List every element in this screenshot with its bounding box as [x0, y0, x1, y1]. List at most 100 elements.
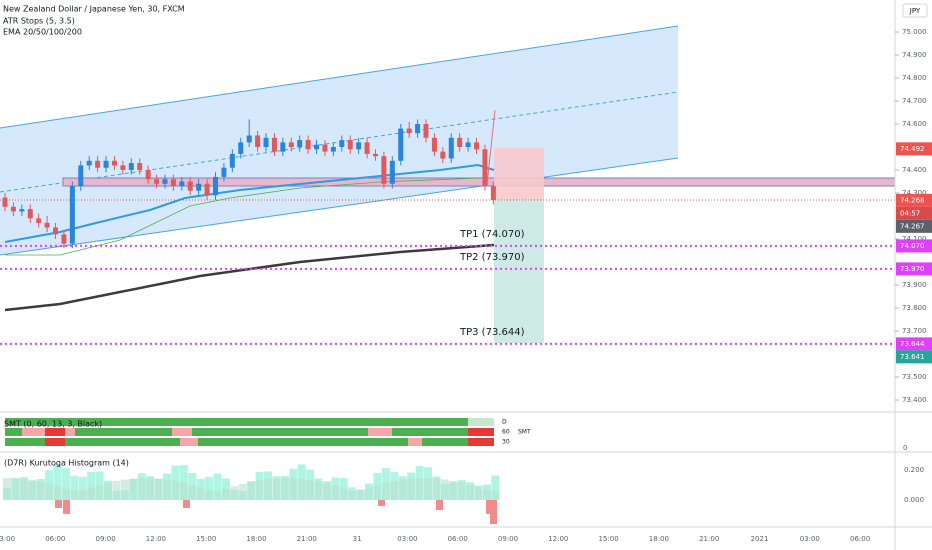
- hist-bar: [457, 482, 466, 500]
- hist-bar: [19, 478, 28, 500]
- y-tick-label: 74.300: [902, 189, 927, 197]
- hist-bar: [449, 480, 458, 500]
- x-tick-label: 15:00: [599, 535, 619, 543]
- candle-body: [246, 135, 252, 143]
- hist-bar: [306, 480, 315, 500]
- currency-box[interactable]: [902, 3, 928, 18]
- candle-body: [196, 183, 202, 191]
- hist-bar: [179, 482, 188, 500]
- candle-body: [120, 165, 126, 170]
- candle-body: [238, 142, 244, 154]
- candle-body: [356, 142, 362, 150]
- hist-bar: [87, 487, 96, 500]
- price-tag: [896, 206, 932, 220]
- candle-body: [36, 218, 42, 223]
- currency[interactable]: JPY: [909, 7, 921, 15]
- hist-bar: [28, 480, 37, 500]
- candle-body: [271, 137, 277, 152]
- hist-bar: [482, 489, 491, 500]
- x-tick-label: 21:00: [699, 535, 719, 543]
- candle-body: [229, 153, 235, 168]
- candle-body: [330, 147, 336, 152]
- price-tag-label: 04:57: [900, 209, 920, 217]
- y-tick-label: 74.700: [902, 97, 927, 105]
- price-tag-label: 74.267: [900, 222, 925, 230]
- smt-segment: [180, 438, 198, 446]
- candle-body: [44, 222, 50, 228]
- candle-body: [2, 197, 8, 207]
- y-tick-label: 73.900: [902, 281, 927, 289]
- hist-bar: [213, 491, 222, 500]
- smt-segment: [65, 428, 75, 436]
- target-label: TP3 (73.644): [459, 327, 525, 338]
- hist-bar: [289, 478, 298, 500]
- x-tick-label: 06:00: [850, 535, 870, 543]
- hist-bar-neg: [436, 500, 443, 510]
- projection: [486, 109, 496, 186]
- price-tag: [896, 142, 932, 156]
- candle-body: [423, 124, 429, 138]
- hist-bar: [314, 481, 323, 500]
- candle-body: [69, 186, 75, 244]
- smt-segment: [392, 428, 468, 436]
- y-tick-label: 73.400: [902, 396, 927, 404]
- smt-segment: [422, 438, 468, 446]
- smt-segment: [5, 418, 468, 426]
- hist-bar: [432, 478, 441, 500]
- hist-bar: [415, 478, 424, 500]
- target-zone: [494, 200, 544, 343]
- hist-bar: [280, 478, 289, 500]
- y-tick-label: 73.800: [902, 304, 927, 312]
- candle-body: [10, 206, 16, 212]
- y-tick-label: 75.000: [902, 28, 927, 36]
- hist-bar: [466, 484, 475, 500]
- hist-bar: [179, 465, 188, 500]
- price-tag-label: 74.492: [900, 145, 925, 153]
- y-tick-label: 73.700: [902, 327, 927, 335]
- hist-bar: [45, 483, 54, 500]
- hist-bar: [137, 478, 146, 500]
- hist-bar: [129, 478, 138, 500]
- price-tag: [896, 239, 932, 253]
- hist-bar-neg: [183, 500, 190, 508]
- channel-mid: [0, 91, 679, 193]
- x-tick-label: 06:00: [448, 535, 468, 543]
- candle-body: [398, 128, 404, 161]
- candle-body: [145, 170, 151, 180]
- hist-bar: [440, 479, 449, 500]
- x-tick-label: 09:00: [498, 535, 518, 543]
- hist-bar: [70, 475, 79, 500]
- x-tick-label: 03:00: [800, 535, 820, 543]
- hist-bar: [247, 481, 256, 500]
- hist-bar: [213, 473, 222, 500]
- candle-body: [19, 209, 25, 212]
- smt-segment: [22, 428, 45, 436]
- smt-segment: [75, 428, 172, 436]
- price-tag: [896, 337, 932, 351]
- ema-slow: [4, 243, 495, 312]
- candle-body: [314, 144, 320, 150]
- hist-bar: [78, 476, 87, 500]
- price-tag-label: 74.070: [900, 242, 925, 250]
- candle-body: [61, 234, 67, 244]
- x-tick-label: 15:00: [196, 535, 216, 543]
- smt-segment: [368, 428, 392, 436]
- smt-row-label: D: [502, 419, 507, 426]
- y-tick-label: 74.100: [902, 235, 927, 243]
- hist-bar: [297, 478, 306, 500]
- candle-body: [86, 160, 92, 166]
- channel: [0, 26, 678, 255]
- hist-bar: [78, 490, 87, 500]
- candle-body: [204, 183, 210, 196]
- hist-bar: [205, 489, 214, 500]
- hist-title: (D7R) Kurutoga Histogram (14): [4, 459, 129, 468]
- stop-zone: [494, 148, 544, 200]
- y-tick-label: 74.600: [902, 120, 927, 128]
- hist-bar: [61, 488, 70, 500]
- hist-bar: [264, 479, 273, 500]
- channel-lower: [0, 157, 679, 256]
- price-tag: [896, 193, 932, 207]
- hist-bar: [230, 486, 239, 500]
- candle-body: [187, 181, 193, 191]
- candle-body: [170, 179, 176, 187]
